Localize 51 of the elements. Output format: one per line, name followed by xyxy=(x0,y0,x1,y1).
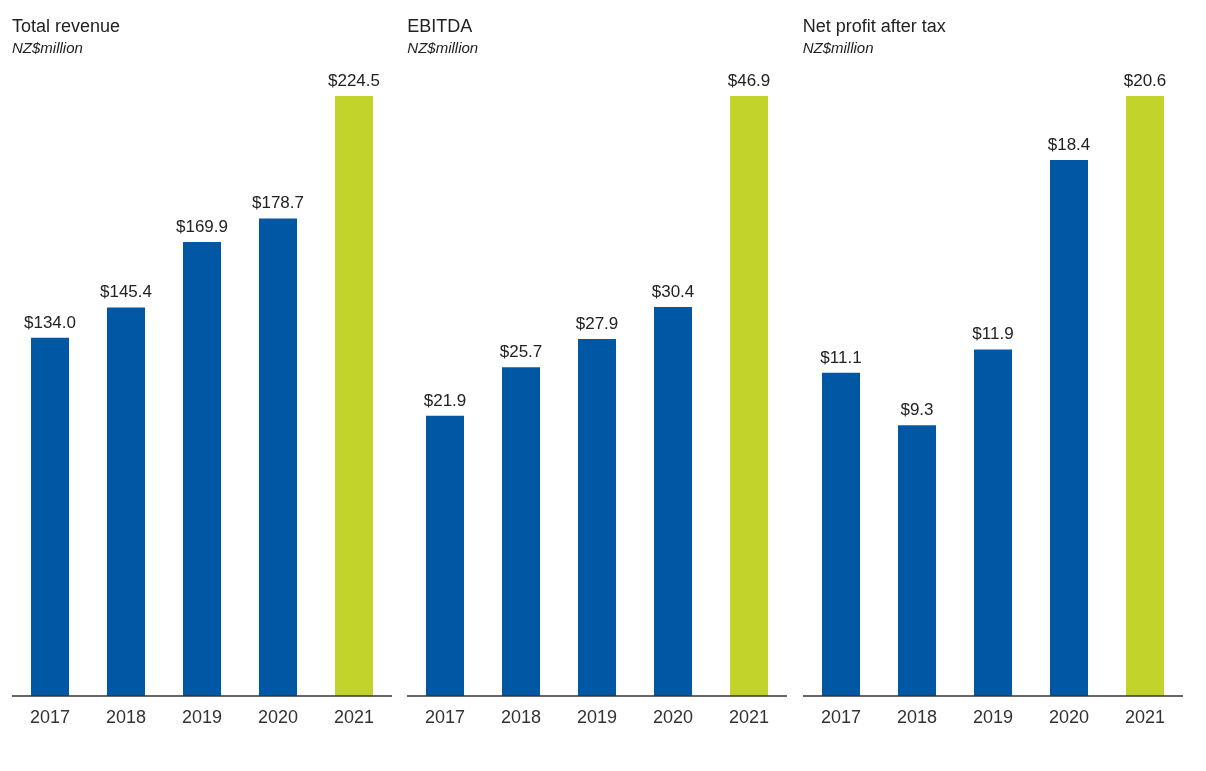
x-tick-label: 2018 xyxy=(501,706,542,727)
bar xyxy=(578,339,617,696)
bar xyxy=(973,349,1012,696)
chart-title: Net profit after tax xyxy=(802,16,947,37)
data-label: $134.0 xyxy=(24,312,76,332)
bar xyxy=(107,307,145,696)
chart-title: EBITDA xyxy=(407,16,474,37)
chart-subtitle: NZ$million xyxy=(802,39,875,56)
bar xyxy=(426,415,465,696)
x-tick-label: 2021 xyxy=(333,706,375,727)
bar xyxy=(335,96,373,696)
bar xyxy=(31,337,69,696)
data-label: $224.5 xyxy=(328,71,380,90)
data-label: $46.9 xyxy=(728,71,771,90)
x-tick-label: 2019 xyxy=(181,706,223,727)
chart-title: Total revenue xyxy=(12,16,122,37)
x-tick-label: 2018 xyxy=(896,706,937,727)
data-label: $178.7 xyxy=(252,193,304,213)
x-tick-label: 2017 xyxy=(820,706,861,727)
bar xyxy=(1049,160,1088,696)
x-tick-label: 2021 xyxy=(1124,706,1165,727)
x-tick-label: 2020 xyxy=(653,706,694,727)
data-label: $20.6 xyxy=(1123,71,1166,90)
x-tick-label: 2020 xyxy=(1048,706,1089,727)
bar xyxy=(654,307,693,696)
bar xyxy=(259,218,297,696)
bar xyxy=(730,96,769,696)
data-label: $11.9 xyxy=(972,324,1014,344)
bar xyxy=(1125,96,1164,696)
data-label: $145.4 xyxy=(100,282,152,302)
bar xyxy=(502,367,541,696)
data-label: $21.9 xyxy=(424,390,467,410)
data-label: $9.3 xyxy=(900,400,934,420)
bar xyxy=(821,372,860,696)
data-label: $18.4 xyxy=(1047,135,1090,155)
data-label: $11.1 xyxy=(820,347,862,367)
chart-subtitle: NZ$million xyxy=(407,39,480,56)
bar xyxy=(897,425,936,696)
x-tick-label: 2018 xyxy=(105,706,147,727)
x-tick-label: 2017 xyxy=(29,706,71,727)
data-label: $25.7 xyxy=(500,342,543,362)
data-label: $30.4 xyxy=(652,282,695,302)
x-tick-label: 2019 xyxy=(972,706,1013,727)
data-label: $169.9 xyxy=(176,216,228,236)
x-tick-label: 2017 xyxy=(425,706,466,727)
x-tick-label: 2020 xyxy=(257,706,299,727)
data-label: $27.9 xyxy=(576,314,619,334)
bar xyxy=(183,241,221,696)
x-tick-label: 2021 xyxy=(729,706,770,727)
x-tick-label: 2019 xyxy=(577,706,618,727)
chart-subtitle: NZ$million xyxy=(12,39,84,56)
